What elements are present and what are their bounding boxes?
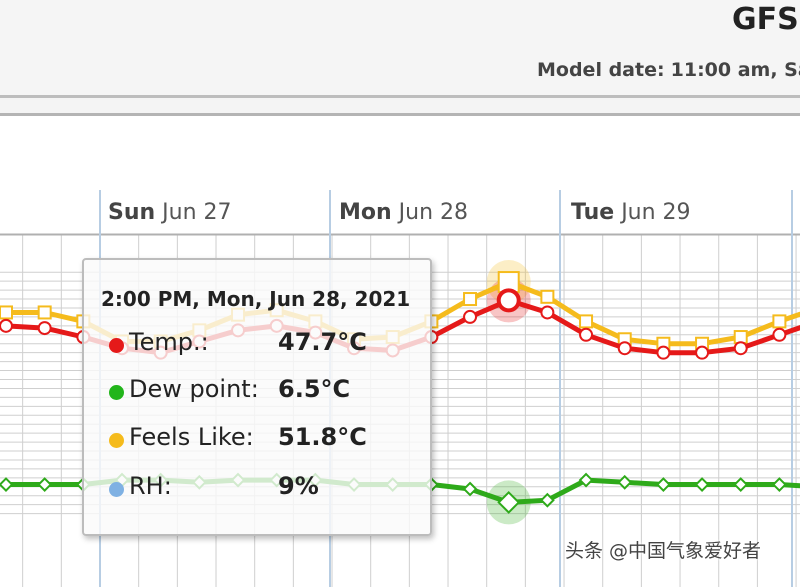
- data-point: [655, 477, 671, 492]
- tooltip-row-rh: RH: 9%: [84, 464, 430, 510]
- data-point: [772, 327, 787, 342]
- data-point: [37, 477, 53, 492]
- x-tick-label: Tue Jun 29: [571, 200, 691, 225]
- data-point: [539, 492, 555, 508]
- data-point: [496, 288, 521, 313]
- tooltip-value: 47.7°C: [278, 328, 367, 356]
- data-point: [463, 309, 478, 324]
- data-point: [771, 477, 787, 492]
- tooltip-row-dewpoint: Dew point: 6.5°C: [84, 367, 430, 413]
- tooltip-label: Dew point:: [129, 375, 259, 403]
- data-point: [617, 341, 632, 356]
- tooltip-value: 9%: [278, 472, 319, 500]
- data-point: [772, 314, 787, 329]
- model-date-value: 11:00 am, Sa: [670, 59, 800, 81]
- data-point: [579, 314, 594, 329]
- data-point: [579, 327, 594, 342]
- header-divider: [0, 95, 800, 98]
- data-point: [37, 321, 52, 336]
- x-tick-label: Mon Jun 28: [339, 200, 469, 225]
- x-tick-label: Sun Jun 27: [108, 200, 232, 225]
- data-point: [0, 477, 14, 492]
- feelslike-legend-dot: [109, 433, 124, 448]
- panel-divider: [0, 113, 800, 116]
- tooltip-value: 51.8°C: [278, 423, 367, 451]
- tooltip-label: Temp.:: [129, 328, 209, 356]
- data-point: [540, 289, 555, 304]
- watermark: 头条 @中国气象爱好者: [565, 540, 762, 562]
- data-point: [0, 305, 13, 320]
- tooltip-label: RH:: [129, 472, 172, 500]
- tooltip-time: 2:00 PM, Mon, Jun 28, 2021: [101, 287, 411, 311]
- rh-legend-dot: [109, 482, 124, 497]
- data-point: [463, 292, 478, 307]
- data-point: [617, 474, 633, 490]
- model-date: Model date: 11:00 am, Sa: [537, 59, 800, 81]
- data-point: [578, 472, 594, 488]
- data-point: [497, 491, 521, 514]
- app-title: GFS: [732, 2, 799, 37]
- temp-legend-dot: [109, 338, 124, 353]
- data-point: [733, 341, 748, 356]
- data-point: [540, 305, 555, 320]
- data-point: [656, 345, 671, 360]
- data-point: [0, 318, 13, 333]
- data-point: [733, 477, 749, 492]
- data-point: [695, 345, 710, 360]
- tooltip-row-temp: Temp.: 47.7°C: [84, 320, 430, 366]
- tooltip-label: Feels Like:: [129, 423, 254, 451]
- model-date-label: Model date:: [537, 59, 665, 81]
- tooltip-value: 6.5°C: [278, 375, 351, 403]
- tooltip-row-feelslike: Feels Like: 51.8°C: [84, 415, 430, 461]
- dewpoint-legend-dot: [109, 385, 124, 400]
- chart-tooltip: 2:00 PM, Mon, Jun 28, 2021 Temp.: 47.7°C…: [82, 258, 432, 536]
- data-point: [694, 477, 710, 492]
- data-point: [37, 305, 52, 320]
- header: GFS Model date: 11:00 am, Sa: [0, 0, 800, 96]
- data-point: [462, 481, 478, 497]
